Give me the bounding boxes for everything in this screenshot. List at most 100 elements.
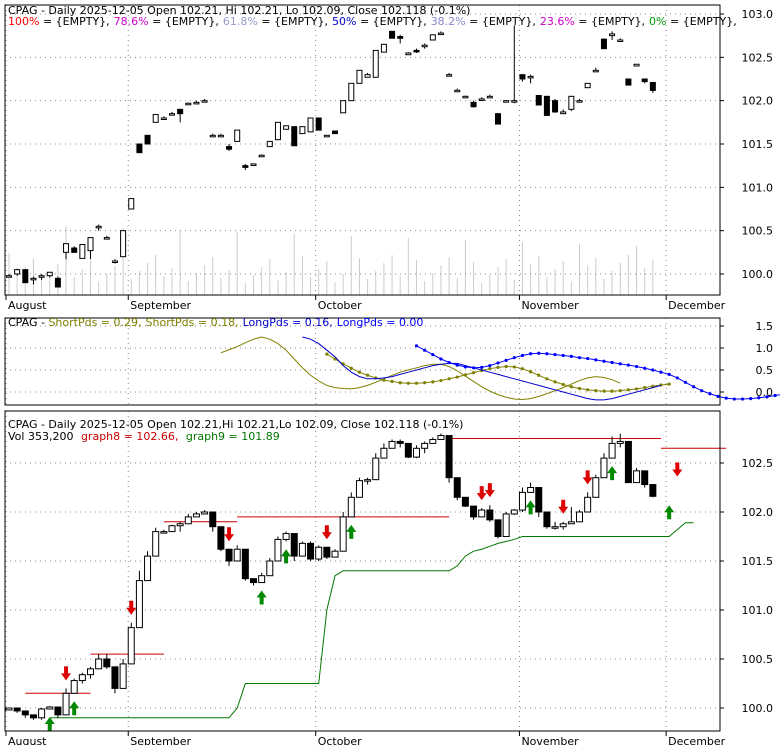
osc-series-point [561,382,565,387]
price-body [250,163,257,166]
heikin-body [624,440,632,484]
price-body [95,225,102,229]
osc-series-line [302,336,662,401]
price-title: CPAG - Daily 2025-12-05 Open 102.21, Hi … [8,4,470,17]
osc-y-tick-label: 0.0 [756,386,774,399]
osc-series-point [520,353,525,358]
down-arrow [224,527,235,542]
heikin-body [209,511,217,528]
osc-legend-item: ShortPds = 0.18, [146,316,239,329]
price-x-axis: August September October November December [5,295,726,312]
price-body [160,117,167,120]
osc-series-point [504,358,508,362]
fib-value: = {EMPTY}, [575,15,645,28]
price-body [152,114,159,123]
heikin-body [453,477,461,498]
heikin-body [21,710,29,716]
osc-series-point [659,370,663,374]
up-arrow [281,549,292,564]
price-y-tick-label: 103.0 [742,8,774,21]
heikin-y-axis: 100.0 100.5 101.0 101.5 102.0 102.5 [720,457,773,715]
heikin-body [567,521,575,525]
heikin-body [241,548,249,580]
osc-series-point [447,377,451,381]
price-body [421,44,428,48]
osc-y-tick-label: 1.5 [756,320,774,333]
price-panel-frame [4,4,721,296]
price-body [429,34,436,41]
heikin-body [543,511,551,528]
price-body [356,69,363,84]
price-body [552,100,559,113]
price-body [600,38,607,50]
osc-series-point [463,365,467,369]
osc-series-point [749,397,753,401]
osc-series-point [594,358,598,362]
price-y-tick-label: 102.5 [742,51,774,64]
osc-y-tick-label: 1.0 [756,342,774,355]
vol-label: Vol 353,200 [8,430,73,443]
price-body [54,277,61,288]
osc-series-point [423,348,427,352]
price-x-label: November [521,299,579,312]
price-body [486,95,493,99]
heikin-body [192,513,200,518]
down-arrow [321,525,332,540]
price-body [283,125,290,130]
heikin-body [518,491,526,511]
osc-series-point [610,360,614,365]
fib-value: = {EMPTY}, [39,15,109,28]
price-body [71,247,78,253]
heikin-y-tick-label: 100.5 [742,653,774,666]
price-body [625,78,632,86]
osc-series-line [326,353,670,392]
price-body [274,121,281,141]
oscillator-panel: 0.0 0.5 1.0 1.5 CPAG - ShortPds = 0.29, Shor… [4,316,780,406]
osc-series-point [651,368,655,372]
heikin-x-label: October [318,735,362,745]
price-body [364,74,371,78]
heikin-body [274,538,282,562]
osc-series-point [618,389,622,393]
price-body [103,237,110,240]
price-body [193,101,200,105]
heikin-x-label: September [130,735,191,745]
osc-series-point [732,397,736,401]
price-body [543,95,550,116]
osc-series-point [414,381,419,385]
price-body [144,134,151,145]
osc-series-point [496,361,500,365]
fib-value: = {EMPTY}, [466,15,536,28]
heikin-y-tick-label: 101.0 [742,604,774,617]
heikin-body [111,666,119,689]
price-body [535,94,542,106]
osc-series-point [414,344,419,348]
osc-series-point [561,353,565,358]
osc-y-tick-label: 0.5 [756,364,774,377]
up-arrow [525,500,536,515]
osc-series-point [610,389,614,393]
up-arrow [256,590,267,605]
price-body [568,95,575,110]
heikin-body [127,627,135,665]
heikin-body [380,447,388,459]
heikin-body [404,442,412,458]
price-body [234,129,241,142]
osc-legend-item: ShortPds = 0.29, [48,316,141,329]
heikin-body [576,511,583,523]
up-arrow [69,701,80,716]
osc-series-point [545,352,549,356]
osc-series-point [480,365,484,369]
heikin-legend: Vol 353,200 graph8 = 102.66, graph9 = 10… [8,430,280,443]
heikin-body [600,457,608,479]
heikin-lines [25,438,727,719]
fib-pct: 38.2% [431,15,466,28]
heikin-body [372,457,380,481]
price-body [340,100,347,114]
price-x-label: September [130,299,191,312]
price-body [177,108,184,115]
heikin-body [331,550,339,558]
price-body [258,154,265,158]
heikin-panel-frame [4,410,721,732]
heikin-body [559,523,567,528]
